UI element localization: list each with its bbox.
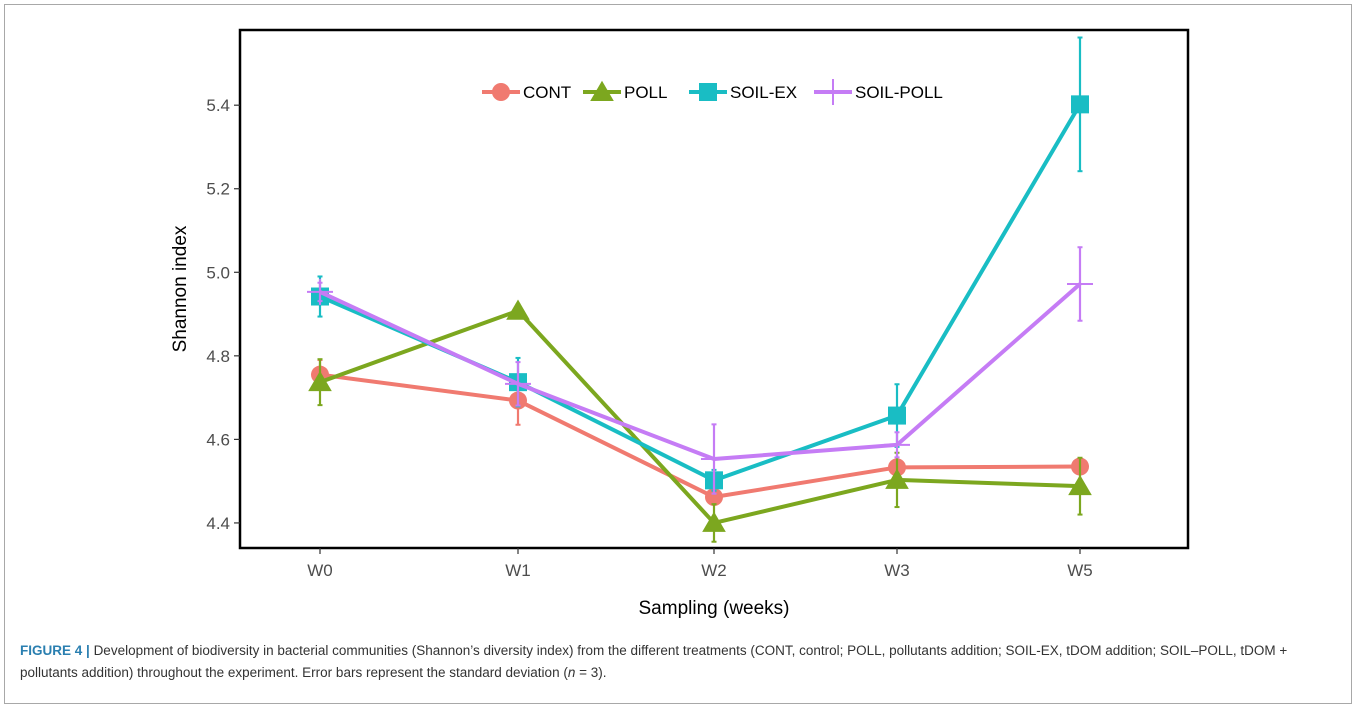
- point-marker-circle: [492, 83, 510, 101]
- point-marker-triangle: [1068, 474, 1092, 496]
- series-soil-poll: [307, 246, 1093, 495]
- shannon-index-chart: 4.4 4.6 4.8 5.0 5.2 5.4 W0 W1 W2 W3 W5 Shannon in…: [170, 28, 1190, 619]
- legend: CONT POLL SOIL-EX SOIL-POLL: [482, 79, 943, 105]
- series-poll: [308, 299, 1092, 543]
- y-tick-label: 5.4: [206, 96, 230, 115]
- y-tick-label: 5.2: [206, 180, 230, 199]
- figure-frame: [4, 4, 1352, 704]
- point-marker-triangle: [590, 80, 614, 101]
- figure-caption-n: n: [567, 665, 576, 680]
- x-axis: W0 W1 W2 W3 W5: [307, 548, 1093, 580]
- point-marker-square: [1071, 95, 1089, 114]
- legend-item-poll: POLL: [583, 80, 667, 102]
- point-marker-circle: [705, 488, 723, 507]
- x-axis-title: Sampling (weeks): [639, 598, 790, 619]
- legend-label: SOIL-POLL: [855, 83, 943, 102]
- figure-caption-text-end: = 3).: [575, 665, 607, 680]
- point-marker-triangle: [885, 468, 909, 489]
- series-line: [319, 103, 1082, 483]
- figure-caption: FIGURE 4 | Development of biodiversity i…: [20, 640, 1340, 684]
- point-marker-square: [699, 83, 717, 101]
- legend-item-cont: CONT: [482, 83, 571, 102]
- y-axis: 4.4 4.6 4.8 5.0 5.2 5.4: [206, 96, 240, 533]
- x-tick-label: W0: [307, 561, 333, 580]
- point-marker-triangle: [702, 511, 726, 532]
- legend-item-soil-ex: SOIL-EX: [689, 83, 797, 102]
- legend-label: SOIL-EX: [730, 83, 797, 102]
- y-tick-label: 4.8: [206, 347, 230, 366]
- y-axis-title: Shannon index: [170, 225, 191, 352]
- y-tick-label: 5.0: [206, 263, 230, 282]
- series-soil-ex: [311, 36, 1089, 492]
- point-marker-triangle: [506, 299, 530, 320]
- series-layer: [307, 36, 1093, 543]
- series-line: [319, 282, 1082, 462]
- legend-label: POLL: [624, 83, 667, 102]
- point-marker-triangle: [308, 370, 332, 392]
- point-marker-square: [888, 406, 906, 425]
- x-tick-label: W5: [1067, 561, 1093, 580]
- x-tick-label: W1: [505, 561, 531, 580]
- series-line: [319, 372, 1081, 500]
- legend-item-soil-poll: SOIL-POLL: [814, 79, 943, 105]
- legend-label: CONT: [523, 83, 571, 102]
- figure-label: FIGURE 4 |: [20, 643, 90, 658]
- x-tick-label: W2: [701, 561, 727, 580]
- x-tick-label: W3: [884, 561, 910, 580]
- figure-caption-text: Development of biodiversity in bacterial…: [20, 643, 1288, 680]
- y-tick-label: 4.6: [206, 430, 230, 449]
- y-tick-label: 4.4: [206, 514, 230, 533]
